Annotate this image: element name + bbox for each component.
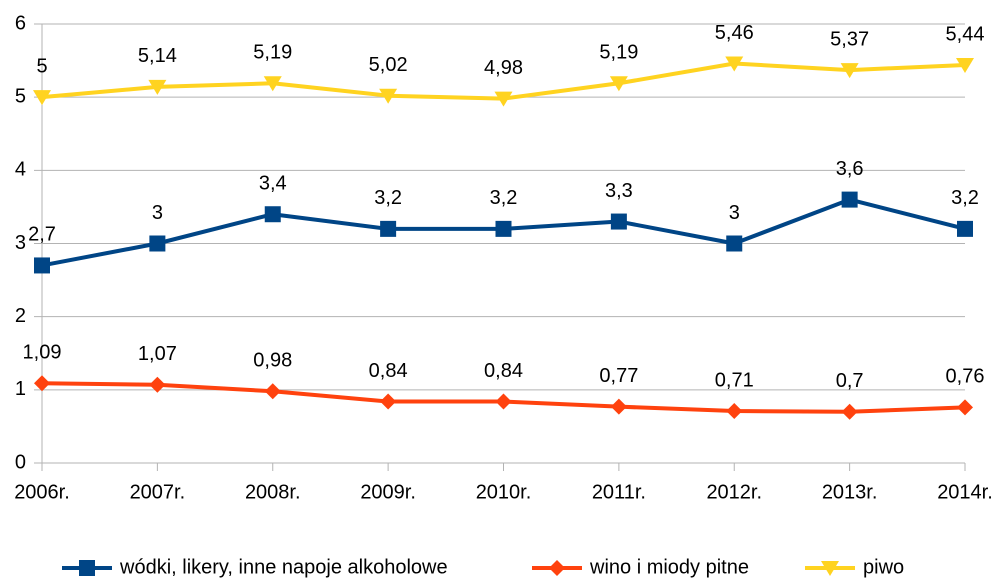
y-tick-label: 3 xyxy=(15,232,26,254)
legend-marker xyxy=(549,560,565,576)
data-label: 0,71 xyxy=(715,369,754,391)
data-label: 0,98 xyxy=(253,350,292,372)
x-tick-label: 2010r. xyxy=(476,481,532,503)
data-label: 0,76 xyxy=(946,366,985,388)
x-tick-label: 2008r. xyxy=(245,481,301,503)
data-label: 5 xyxy=(36,55,47,77)
data-label: 5,14 xyxy=(138,45,177,67)
x-tick-label: 2011r. xyxy=(592,481,646,503)
marker xyxy=(263,76,282,92)
data-label: 0,7 xyxy=(836,370,864,392)
data-label: 3,2 xyxy=(490,187,518,209)
legend-marker xyxy=(79,560,95,576)
x-tick-label: 2009r. xyxy=(360,481,416,503)
marker xyxy=(841,403,858,420)
x-tick-label: 2013r. xyxy=(822,481,878,503)
x-tick-label: 2006r. xyxy=(14,481,70,503)
legend-label: piwo xyxy=(863,556,904,578)
y-tick-label: 6 xyxy=(15,12,26,34)
marker xyxy=(495,393,512,410)
data-label: 3 xyxy=(729,202,740,224)
data-label: 2,7 xyxy=(28,224,56,246)
marker xyxy=(956,57,974,73)
marker xyxy=(495,220,512,237)
x-tick-label: 2007r. xyxy=(130,481,186,503)
data-label: 5,02 xyxy=(369,54,408,76)
data-label: 5,19 xyxy=(599,42,638,64)
data-label: 5,46 xyxy=(715,22,754,44)
marker xyxy=(957,399,973,416)
marker xyxy=(726,235,743,252)
marker xyxy=(264,206,281,223)
y-tick-label: 2 xyxy=(15,305,26,327)
data-label: 3,6 xyxy=(836,158,864,180)
legend-label: wódki, likery, inne napoje alkoholowe xyxy=(119,556,448,578)
marker xyxy=(494,91,513,107)
data-label: 5,19 xyxy=(253,42,292,64)
data-label: 1,07 xyxy=(138,343,177,365)
marker xyxy=(33,90,51,106)
x-tick-label: 2014r. xyxy=(937,481,993,503)
marker xyxy=(34,375,50,392)
marker xyxy=(264,383,281,400)
data-label: 0,84 xyxy=(484,360,523,382)
marker xyxy=(148,79,167,95)
marker xyxy=(379,88,398,104)
marker xyxy=(149,235,166,252)
marker xyxy=(610,398,627,415)
data-label: 0,77 xyxy=(599,365,638,387)
data-label: 0,84 xyxy=(369,360,408,382)
marker xyxy=(957,220,973,237)
marker xyxy=(840,63,859,79)
marker xyxy=(149,376,166,393)
marker xyxy=(725,56,744,72)
data-label: 4,98 xyxy=(484,57,523,79)
data-label: 3,2 xyxy=(374,187,402,209)
marker xyxy=(34,257,50,274)
data-label: 3,3 xyxy=(605,180,633,202)
y-tick-label: 5 xyxy=(15,85,26,107)
data-label: 3,2 xyxy=(951,187,979,209)
data-label: 5,44 xyxy=(946,23,985,45)
data-label: 5,37 xyxy=(830,28,869,50)
data-label: 3 xyxy=(152,202,163,224)
y-tick-label: 0 xyxy=(15,451,26,473)
marker xyxy=(841,191,858,208)
legend-marker xyxy=(821,561,839,576)
legend-label: wino i miody pitne xyxy=(589,556,749,578)
x-tick-label: 2012r. xyxy=(706,481,762,503)
marker xyxy=(380,220,397,237)
data-label: 1,09 xyxy=(23,342,62,364)
marker xyxy=(380,393,397,410)
marker xyxy=(610,213,627,230)
y-tick-label: 1 xyxy=(15,378,26,400)
marker xyxy=(726,403,743,420)
data-label: 3,4 xyxy=(259,173,287,195)
marker xyxy=(609,76,628,92)
y-tick-label: 4 xyxy=(15,159,26,181)
